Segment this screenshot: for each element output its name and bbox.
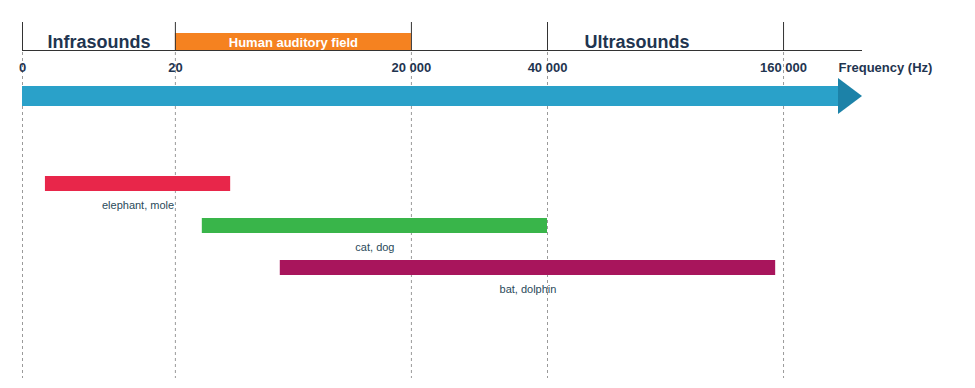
- svg-text:160 000: 160 000: [760, 60, 807, 75]
- svg-text:Infrasounds: Infrasounds: [47, 32, 150, 52]
- svg-text:40 000: 40 000: [528, 60, 568, 75]
- svg-text:elephant, mole: elephant, mole: [102, 199, 174, 211]
- svg-text:Ultrasounds: Ultrasounds: [584, 32, 689, 52]
- svg-text:20: 20: [168, 60, 182, 75]
- svg-text:0: 0: [19, 60, 26, 75]
- svg-text:Human auditory field: Human auditory field: [229, 35, 358, 50]
- svg-text:Frequency (Hz): Frequency (Hz): [839, 60, 933, 75]
- svg-text:bat, dolphin: bat, dolphin: [500, 283, 557, 295]
- svg-text:20 000: 20 000: [392, 60, 432, 75]
- svg-text:cat, dog: cat, dog: [355, 241, 394, 253]
